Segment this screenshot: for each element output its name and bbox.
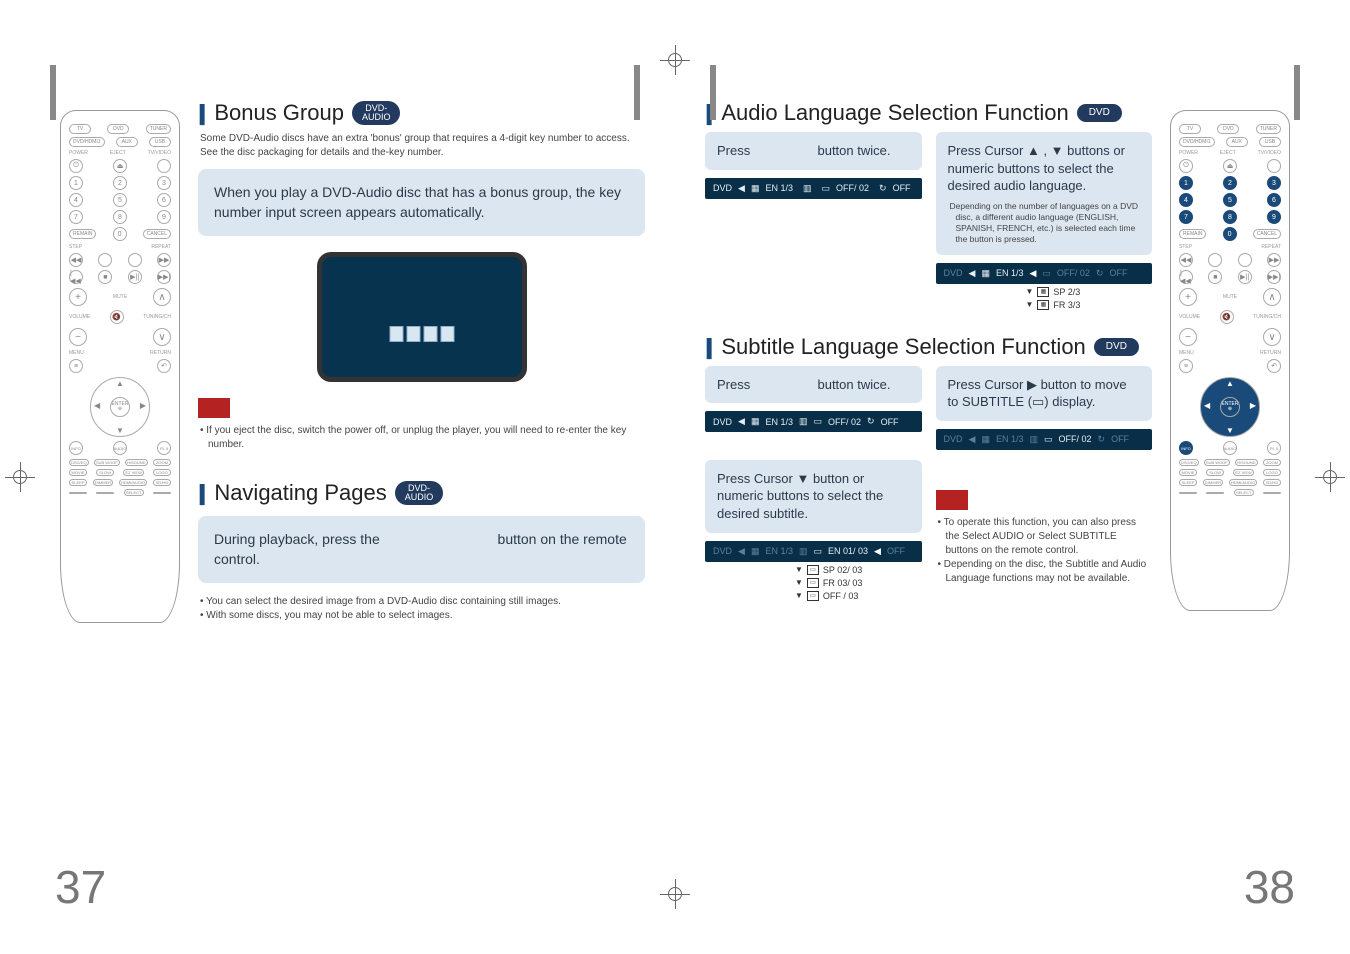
bonus-intro: Some DVD-Audio discs have an extra 'bonu… [200,132,645,159]
channel-up-icon: ∧ [153,288,171,306]
remote-btn-aux: AUX [116,137,138,147]
audio-sub-fr: ▼▦FR 3/3 [1026,300,1153,310]
dvd-audio-badge: DVD- AUDIO [352,101,401,125]
audio-icon: ▦ [751,183,760,194]
bonus-note: If you eject the disc, switch the power … [208,424,645,452]
page-number-right: 38 [1244,860,1295,914]
remote-btn-dvd: DVD [107,124,129,134]
section-navigating-pages: || Navigating Pages DVD- AUDIO [198,480,645,506]
osd-subtitle-2: DVD ◀ ▦EN 1/3 ▥ ▭OFF/ 02 ↻OFF [936,429,1153,450]
eject-icon: ⏏ [1223,159,1237,173]
power-icon: ⏻ [69,159,83,173]
prev-icon: |◀◀ [69,270,83,284]
audio-icon: ▦ [981,268,990,279]
key-number-inputs [389,326,454,342]
return-icon: ↶ [157,359,171,373]
volume-up-icon: + [69,288,87,306]
remote-btn-hdmi: DVD/HDMI1 [69,137,105,147]
subtitle-step1: Press button twice. [705,366,922,404]
subtitle-title: Subtitle Language Selection Function [721,334,1085,360]
power-icon: ⏻ [1179,159,1193,173]
audio-sub-sp: ▼▦SP 2/3 [1026,287,1153,297]
mute-icon: 🔇 [110,310,124,324]
tv-key-input-screen [317,252,527,382]
section-subtitle-language: || Subtitle Language Selection Function … [705,334,1152,360]
remote-control-right: TV DVD TUNER DVD/HDMI1 AUX USB POWER EJE… [1170,110,1290,611]
section-audio-language: || Audio Language Selection Function DVD [705,100,1152,126]
page-number-left: 37 [55,860,106,914]
nav-title: Navigating Pages [214,480,386,506]
dpad: ▲▼◀▶ ENTER⊕ [90,377,150,437]
nav-bluebox: During playback, press the button on the… [198,516,645,583]
forward-icon: ▶▶ [157,253,171,267]
volume-down-icon: − [69,328,87,346]
note-red-icon [198,398,230,418]
subtitle-note-1: To operate this function, you can also p… [946,516,1153,558]
osd-subtitle-3: DVD ◀ ▦EN 1/3 ▥ ▭EN 01/ 03 ◀ OFF [705,541,922,562]
subtitle-step2: Press Cursor ▶ button to move to SUBTITL… [936,366,1153,421]
subtitle-step3: Press Cursor ▼ button or numeric buttons… [705,460,922,533]
eject-icon: ⏏ [113,159,127,173]
stop-icon: ■ [98,270,112,284]
play-icon: ▶|| [128,270,142,284]
remote-btn-tuner: TUNER [146,124,171,134]
audio-step2: Press Cursor ▲ , ▼ buttons or numeric bu… [936,132,1153,255]
subtitle-note-2: Depending on the disc, the Subtitle and … [946,558,1153,586]
angle-icon: ▥ [803,183,812,194]
subtitle-sub-off: ▼▭OFF / 03 [795,591,922,601]
page-38: || Audio Language Selection Function DVD… [675,0,1350,954]
osd-audio-1: DVD ◀ ▦ EN 1/3 ▥ ▭ OFF/ 02 ↻ OFF [705,178,922,199]
dvd-badge: DVD [1094,338,1139,356]
osd-subtitle-1: DVD ◀ ▦EN 1/3 ▥ ▭OFF/ 02 ↻OFF [705,411,922,432]
subtitle-sub-fr: ▼▭FR 03/ 03 [795,578,922,588]
page-37: TV DVD TUNER DVD/HDMI1 AUX USB POWER EJE… [0,0,675,954]
nav-note-1: You can select the desired image from a … [208,595,645,609]
repeat-icon: ↻ [879,183,887,194]
rewind-icon: ◀◀ [69,253,83,267]
bonus-bluebox: When you play a DVD-Audio disc that has … [198,169,645,236]
subtitle-icon: ▭ [821,183,830,194]
remote-btn-usb: USB [149,137,171,147]
dpad-highlighted: ▲▼◀▶ ENTER⊕ [1200,377,1260,437]
channel-down-icon: ∨ [153,328,171,346]
remote-btn-tv: TV [69,124,91,134]
nav-note-2: With some discs, you may not be able to … [208,609,645,623]
audio-step1: Press button twice. [705,132,922,170]
next-icon: ▶▶| [157,270,171,284]
tvvideo-icon [1267,159,1281,173]
note-red-icon [936,490,968,510]
subtitle-sub-sp: ▼▭SP 02/ 03 [795,565,922,575]
section-bonus-group: || Bonus Group DVD- AUDIO [198,100,645,126]
dvd-audio-badge: DVD- AUDIO [395,481,444,505]
remote-control-left: TV DVD TUNER DVD/HDMI1 AUX USB POWER EJE… [60,110,180,623]
tvvideo-icon [157,159,171,173]
audio-title: Audio Language Selection Function [721,100,1068,126]
dvd-badge: DVD [1077,104,1122,122]
menu-icon: ≡ [69,359,83,373]
osd-audio-2: DVD ◀ ▦ EN 1/3 ◀ ▭ OFF/ 02 ↻ OFF [936,263,1153,284]
bonus-title: Bonus Group [214,100,344,126]
